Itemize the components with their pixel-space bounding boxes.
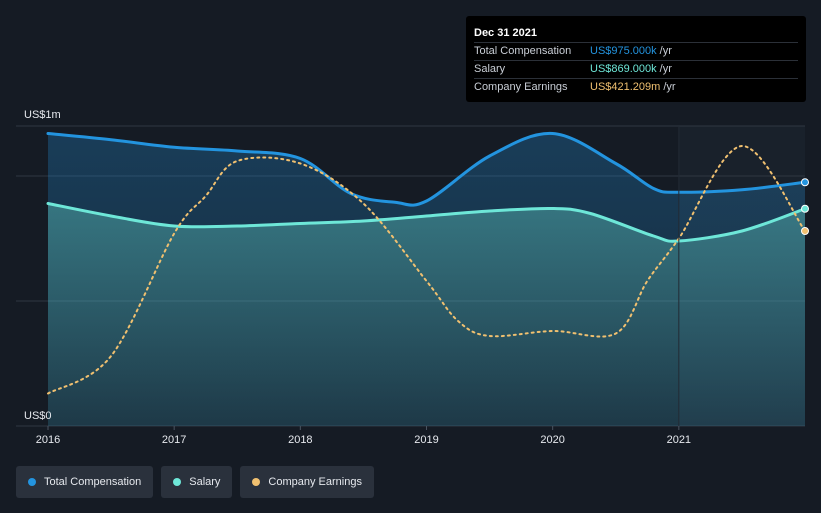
legend-label: Total Compensation <box>44 476 142 488</box>
tooltip-row-salary: Salary US$869.000k /yr <box>474 60 798 78</box>
legend-label: Salary <box>189 476 221 488</box>
legend-dot-icon <box>252 478 261 486</box>
x-tick-label: 2019 <box>414 434 438 446</box>
x-tick-label: 2020 <box>540 434 564 446</box>
tooltip-unit: /yr <box>659 45 672 57</box>
total-compensation-line <box>46 131 807 207</box>
tooltip-row-total-compensation: Total Compensation US$975.000k /yr <box>474 42 798 60</box>
chart-legend: Total Compensation Salary Company Earnin… <box>16 466 374 498</box>
tooltip-value: US$421.209m <box>590 81 661 93</box>
salary-end-marker <box>801 204 809 213</box>
legend-item-total-compensation[interactable]: Total Compensation <box>16 466 154 498</box>
total-compensation-end-marker <box>801 178 809 187</box>
tooltip-label: Salary <box>474 63 506 75</box>
company-earnings-end-marker <box>801 227 809 235</box>
tooltip-row-company-earnings: Company Earnings US$421.209m /yr <box>474 78 798 96</box>
y-tick-label: US$0 <box>24 410 52 422</box>
tooltip-date: Dec 31 2021 <box>474 27 537 39</box>
tooltip-unit: /yr <box>663 81 676 93</box>
legend-dot-icon <box>28 478 36 486</box>
x-tick-label: 2016 <box>36 434 60 446</box>
legend-item-company-earnings[interactable]: Company Earnings <box>240 466 374 498</box>
tooltip-value: US$869.000k <box>590 63 657 75</box>
tooltip-label: Company Earnings <box>474 81 568 93</box>
salary-area <box>48 203 805 426</box>
tooltip-value: US$975.000k <box>590 45 657 57</box>
x-tick-label: 2017 <box>162 434 186 446</box>
x-tick-label: 2021 <box>667 434 691 446</box>
company-earnings-line <box>47 144 806 395</box>
legend-label: Company Earnings <box>268 476 362 488</box>
chart-tooltip: Dec 31 2021 Total Compensation US$975.00… <box>466 16 806 102</box>
legend-item-salary[interactable]: Salary <box>161 466 233 498</box>
x-tick-label: 2018 <box>288 434 312 446</box>
tooltip-unit: /yr <box>659 63 672 75</box>
legend-dot-icon <box>173 478 182 486</box>
y-tick-label: US$1m <box>24 109 61 121</box>
tooltip-label: Total Compensation <box>474 45 572 57</box>
